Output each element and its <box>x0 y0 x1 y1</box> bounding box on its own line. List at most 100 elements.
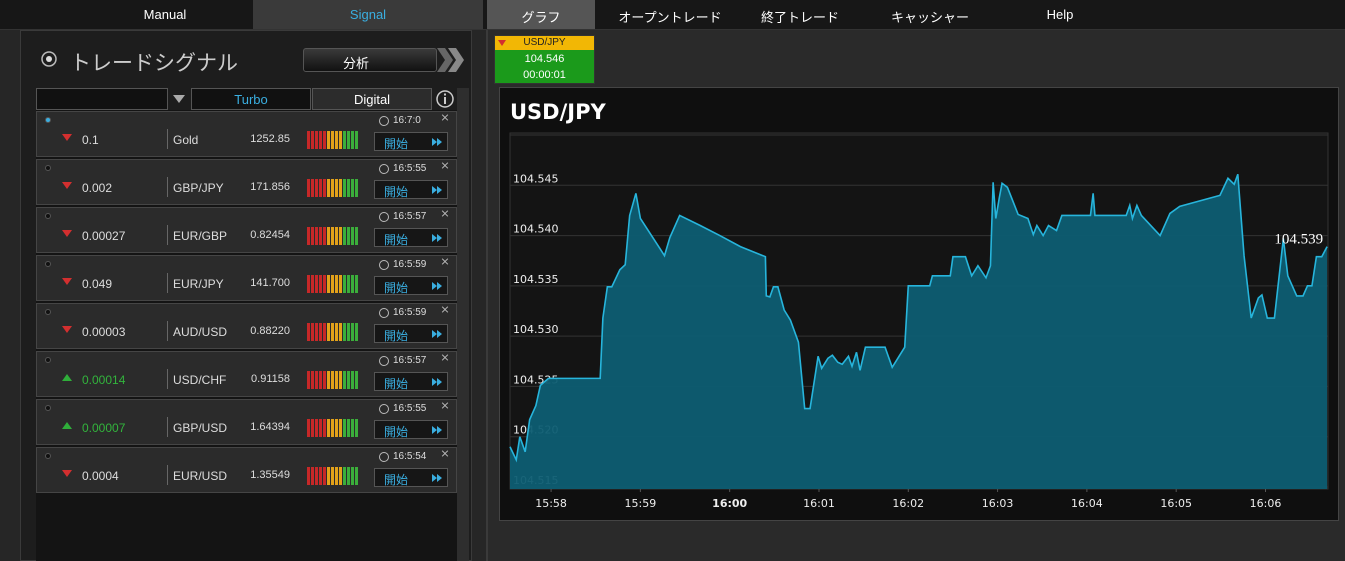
strength-bar <box>311 467 314 485</box>
x-tick-label: 16:06 <box>1250 497 1282 510</box>
nav-tab[interactable]: キャッシャー <box>865 0 995 29</box>
last-price-label: 104.539 <box>1274 232 1323 248</box>
strength-bar <box>335 323 338 341</box>
strength-bar <box>311 227 314 245</box>
start-label: 開始 <box>384 329 409 343</box>
strength-bar <box>319 467 322 485</box>
start-button[interactable]: 開始 <box>374 180 448 199</box>
chart: USD/JPY104.515104.520104.525104.530104.5… <box>499 87 1339 521</box>
play-icon <box>432 234 437 242</box>
strength-bar <box>307 371 310 389</box>
nav-tab-label: Manual <box>143 7 187 22</box>
strength-bar <box>355 323 358 341</box>
start-button[interactable]: 開始 <box>374 372 448 391</box>
separator <box>167 417 168 437</box>
strength-bar <box>315 467 318 485</box>
x-tick-label: 16:04 <box>1071 497 1103 510</box>
nav-tab-label: 終了トレード <box>760 10 839 25</box>
strength-bar <box>331 179 334 197</box>
signal-value: 0.0004 <box>82 469 119 483</box>
start-button[interactable]: 開始 <box>374 276 448 295</box>
analyze-button[interactable]: 分析 <box>303 48 437 72</box>
start-label: 開始 <box>384 473 409 487</box>
radio-icon <box>41 51 57 67</box>
play-icon <box>432 282 437 290</box>
strength-bar <box>307 275 310 293</box>
play-icon <box>437 282 442 290</box>
x-tick-label: 16:02 <box>892 497 924 510</box>
time: 16:5:55 <box>393 403 427 414</box>
asset: GBP/USD <box>173 421 228 435</box>
start-button[interactable]: 開始 <box>374 324 448 343</box>
price: 0.88220 <box>250 325 290 337</box>
x-tick-label: 16:05 <box>1160 497 1192 510</box>
strength-bar <box>323 179 326 197</box>
nav-tab[interactable]: Help <box>990 0 1130 29</box>
strength-bar <box>319 275 322 293</box>
strength-bar <box>323 275 326 293</box>
start-label: 開始 <box>384 185 409 199</box>
start-label: 開始 <box>384 137 409 151</box>
start-button[interactable]: 開始 <box>374 420 448 439</box>
x-tick-label: 15:58 <box>535 497 567 510</box>
y-tick-label: 104.540 <box>513 223 559 236</box>
signal-row: 16:5:55 0.00007 GBP/USD 1.64394 開始 <box>36 399 457 445</box>
strength-bar <box>315 131 318 149</box>
direction-arrow <box>62 470 72 477</box>
start-button[interactable]: 開始 <box>374 132 448 151</box>
start-button[interactable]: 開始 <box>374 228 448 247</box>
play-icon <box>437 378 442 386</box>
strength-bar <box>347 467 350 485</box>
nav-tab[interactable]: Manual <box>60 0 270 29</box>
strength-bar <box>331 131 334 149</box>
strength-bar <box>331 323 334 341</box>
price: 1.64394 <box>250 421 290 433</box>
strength-bar <box>327 179 330 197</box>
strength-bar <box>351 275 354 293</box>
asset-dropdown[interactable] <box>36 88 168 110</box>
clock-icon <box>379 260 389 270</box>
nav-bar <box>0 0 1345 30</box>
status-dot <box>45 213 51 219</box>
signal-row: 16:7:0 0.1 Gold 1252.85 開始 <box>36 111 457 157</box>
filter-tab[interactable]: Turbo <box>191 88 311 110</box>
strength-bar <box>343 323 346 341</box>
strength-bar <box>315 371 318 389</box>
strength-bar <box>351 371 354 389</box>
signal-value: 0.00007 <box>82 421 126 435</box>
strength-bar <box>339 467 342 485</box>
x-tick-label: 16:00 <box>712 497 747 510</box>
direction-arrow <box>62 182 72 189</box>
direction-arrow <box>62 374 72 381</box>
strength-bar <box>335 227 338 245</box>
separator <box>167 225 168 245</box>
chevrons <box>437 48 464 72</box>
start-button[interactable]: 開始 <box>374 468 448 487</box>
time: 16:5:59 <box>393 259 427 270</box>
time: 16:7:0 <box>393 115 421 126</box>
nav-tab[interactable]: Signal <box>253 0 483 29</box>
play-icon <box>432 426 437 434</box>
strength-bar <box>347 371 350 389</box>
strength-bar <box>355 371 358 389</box>
play-icon <box>437 426 442 434</box>
strength-bar <box>343 131 346 149</box>
nav-tab[interactable]: グラフ <box>487 0 595 29</box>
asset: EUR/JPY <box>173 277 224 291</box>
nav-tab[interactable]: 終了トレード <box>735 0 865 29</box>
direction-arrow <box>62 134 72 141</box>
strength-bar <box>307 467 310 485</box>
ticker-arrow <box>498 40 506 46</box>
strength-bar <box>347 275 350 293</box>
signal-value: 0.00014 <box>82 373 126 387</box>
strength-bar <box>331 227 334 245</box>
filter-tab[interactable]: Digital <box>312 88 432 110</box>
nav-tab[interactable]: オープントレード <box>600 0 740 29</box>
strength-bar <box>319 131 322 149</box>
play-icon <box>432 330 437 338</box>
strength-bar <box>335 131 338 149</box>
direction-arrow <box>62 326 72 333</box>
play-icon <box>432 138 437 146</box>
ticker: USD/JPY 104.546 00:00:01 <box>494 35 595 84</box>
